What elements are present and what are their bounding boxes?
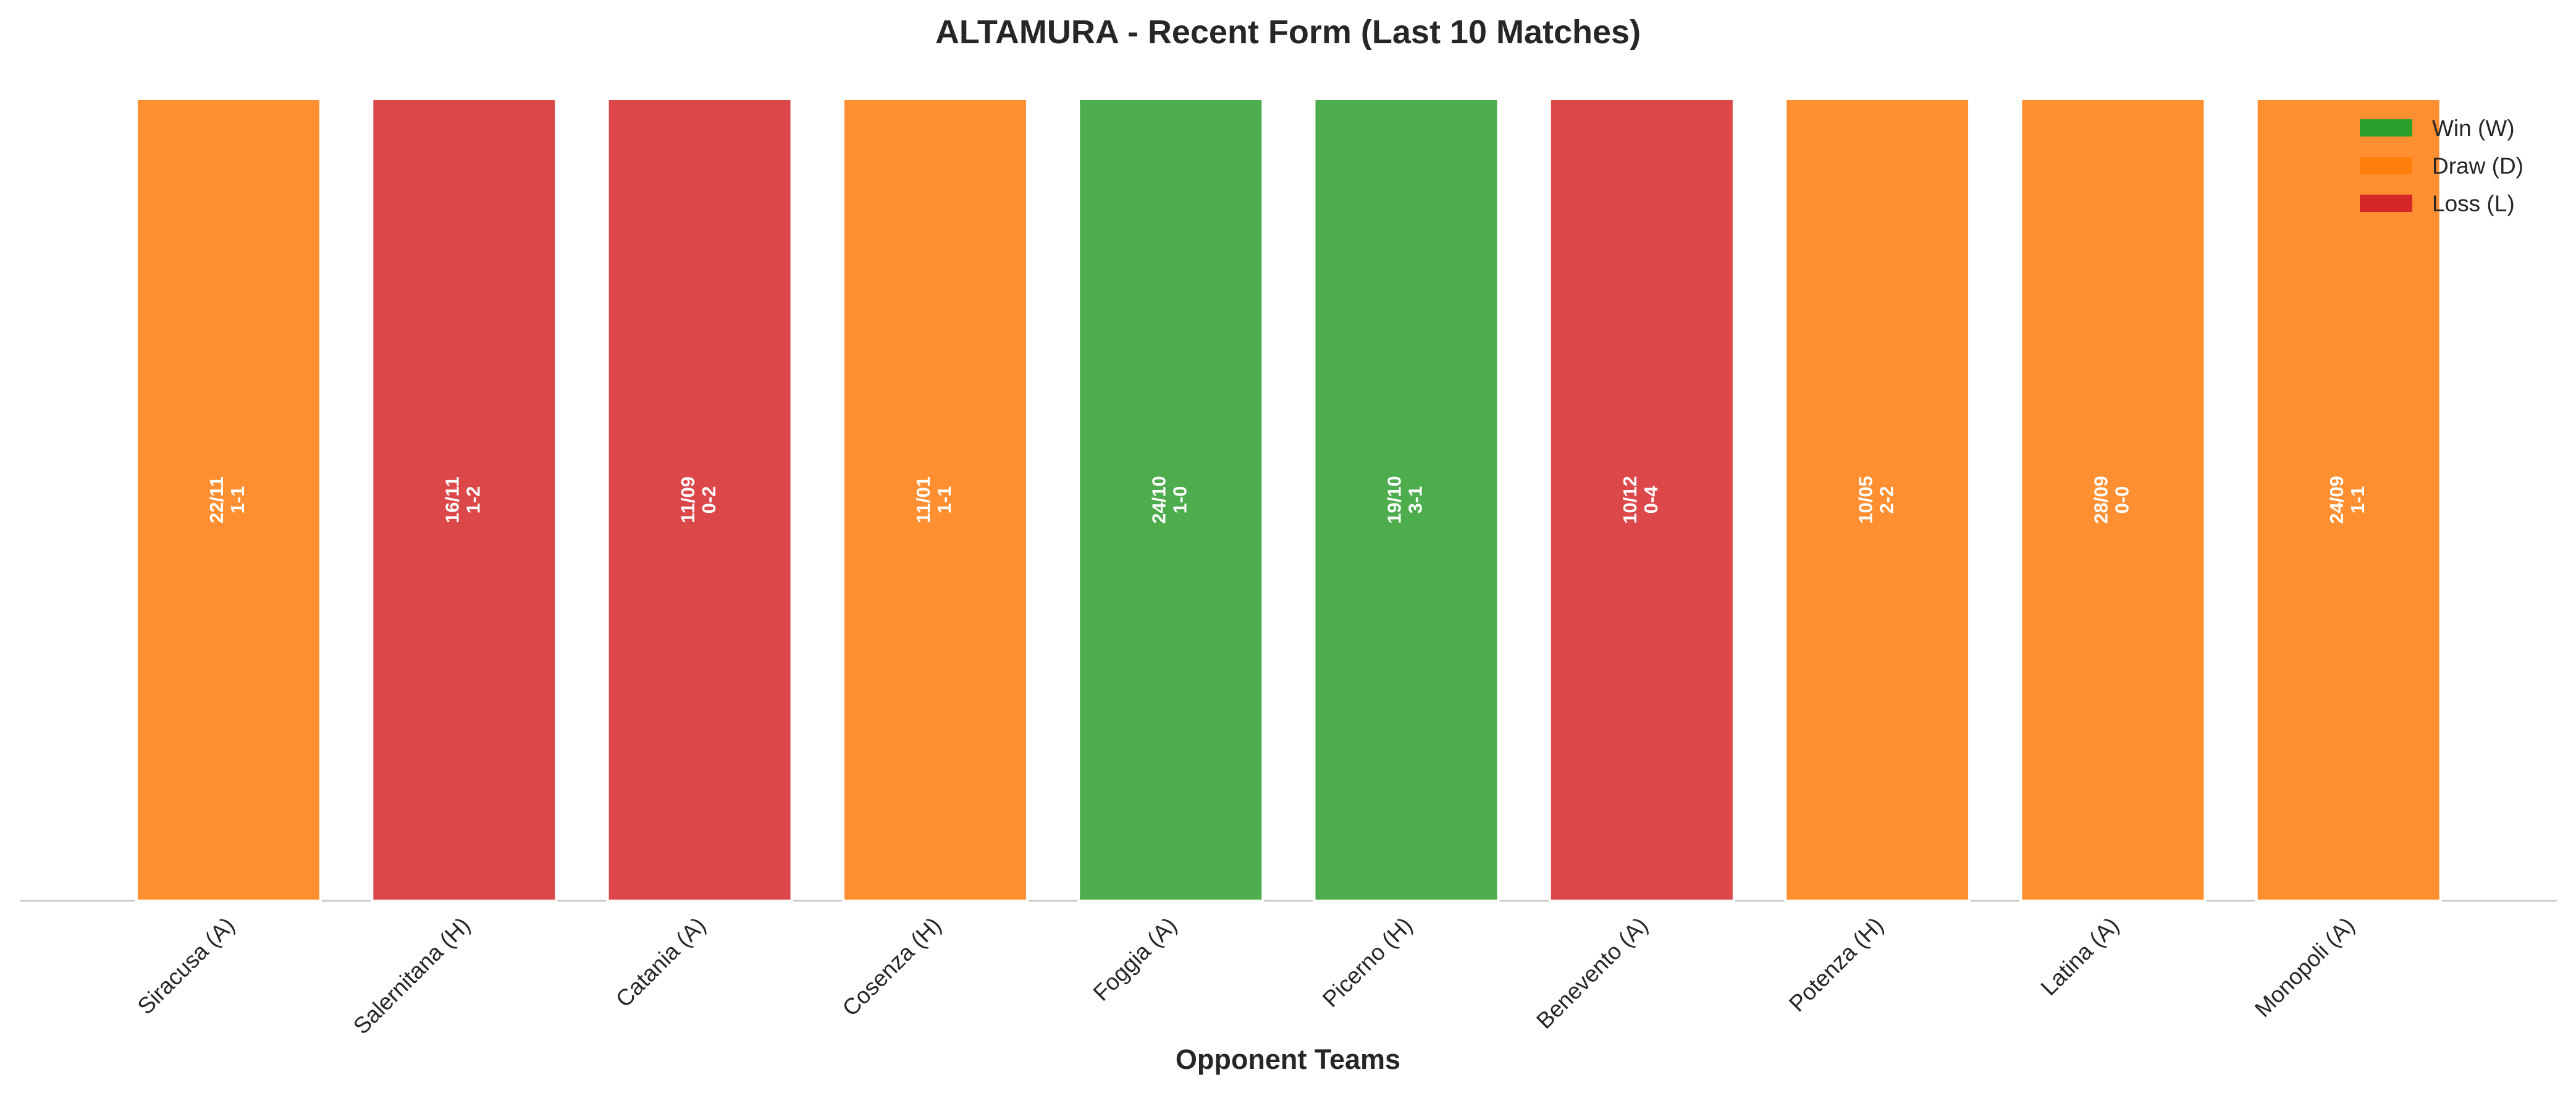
bar-score: 2-2 <box>1875 486 1897 514</box>
bar <box>2019 98 2207 902</box>
bar <box>1548 98 1735 902</box>
bar-date: 16/11 <box>441 476 463 523</box>
x-tick-label: Catania (A) <box>611 913 710 1012</box>
bar-date: 11/01 <box>912 476 934 523</box>
bar-score: 1-1 <box>227 486 248 514</box>
bar-score: 1-1 <box>2347 486 2368 514</box>
x-tick-label: Picerno (H) <box>1318 913 1417 1012</box>
legend-swatch <box>2360 157 2412 174</box>
legend-swatch <box>2360 195 2412 212</box>
chart-title: ALTAMURA - Recent Form (Last 10 Matches) <box>935 14 1641 51</box>
bar-date: 10/12 <box>1619 476 1641 524</box>
x-tick-label: Salernitana (H) <box>348 913 475 1039</box>
legend-label: Win (W) <box>2432 116 2515 141</box>
bar-score: 0-4 <box>1640 486 1662 514</box>
bar <box>1784 98 1971 902</box>
bar-score: 1-1 <box>933 486 955 514</box>
x-axis-label: Opponent Teams <box>1176 1044 1400 1075</box>
x-tick-label: Latina (A) <box>2036 913 2124 1000</box>
bar <box>135 98 322 902</box>
x-tick-label: Potenza (H) <box>1784 913 1888 1017</box>
bar-score: 0-2 <box>698 486 720 514</box>
bar <box>1077 98 1265 902</box>
bar <box>2255 98 2442 902</box>
bar <box>841 98 1029 902</box>
x-tick-label: Siracusa (A) <box>133 913 240 1019</box>
bar <box>606 98 793 902</box>
bar-score: 0-0 <box>2111 486 2133 514</box>
bar-date: 10/05 <box>1854 476 1876 524</box>
bar-date: 19/10 <box>1384 476 1405 524</box>
bar-date: 28/09 <box>2090 476 2112 524</box>
legend-label: Draw (D) <box>2432 153 2523 179</box>
bar-score: 1-0 <box>1169 486 1190 514</box>
bar <box>1313 98 1500 902</box>
x-tick-label: Monopoli (A) <box>2250 913 2359 1022</box>
x-tick-label: Benevento (A) <box>1531 913 1652 1034</box>
bar-score: 1-2 <box>462 486 484 514</box>
bar-date: 24/10 <box>1148 476 1169 524</box>
bar <box>371 98 558 902</box>
bar-date: 11/09 <box>677 476 699 523</box>
x-tick-label: Foggia (A) <box>1088 913 1182 1006</box>
legend-swatch <box>2360 119 2412 137</box>
bar-date: 24/09 <box>2326 476 2347 524</box>
bar-date: 22/11 <box>206 476 227 523</box>
x-tick-label: Cosenza (H) <box>838 913 946 1021</box>
legend-label: Loss (L) <box>2432 191 2515 216</box>
bar-score: 3-1 <box>1405 486 1426 514</box>
